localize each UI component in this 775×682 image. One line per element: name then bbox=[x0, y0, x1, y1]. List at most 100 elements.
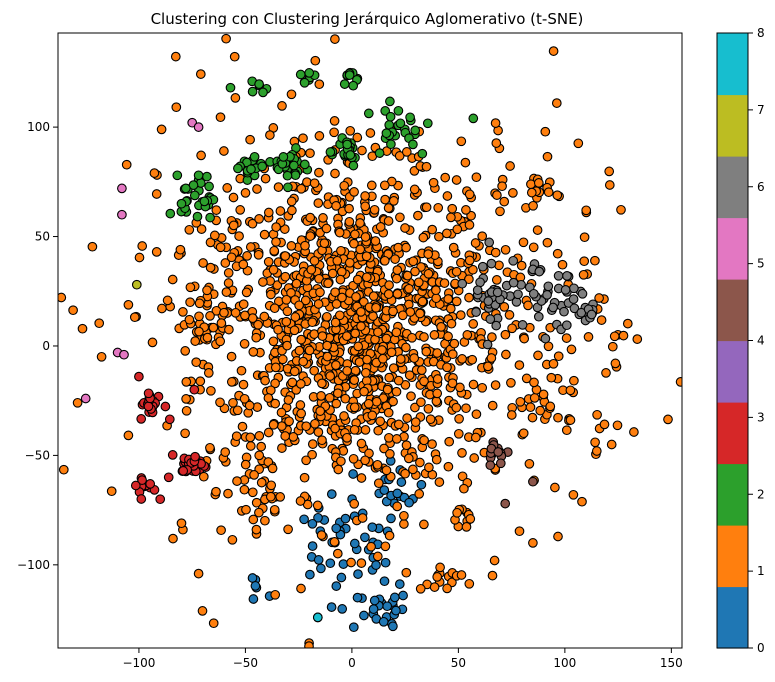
data-point bbox=[317, 435, 327, 446]
data-point bbox=[295, 496, 306, 506]
data-point bbox=[395, 212, 405, 223]
data-point bbox=[389, 592, 400, 603]
data-point bbox=[548, 302, 558, 313]
data-point bbox=[205, 237, 216, 248]
data-point bbox=[258, 277, 268, 287]
data-point bbox=[330, 168, 340, 179]
data-point bbox=[359, 610, 369, 621]
data-point bbox=[185, 297, 195, 308]
data-point bbox=[239, 393, 250, 404]
data-point bbox=[130, 480, 141, 491]
data-point bbox=[406, 391, 416, 402]
data-point bbox=[215, 397, 225, 408]
data-point bbox=[490, 247, 501, 258]
data-point bbox=[348, 622, 359, 633]
data-point bbox=[194, 311, 204, 322]
data-point bbox=[616, 204, 626, 215]
data-point bbox=[421, 346, 432, 357]
data-point bbox=[331, 299, 342, 309]
data-point bbox=[332, 388, 343, 399]
data-point bbox=[348, 160, 359, 171]
data-point bbox=[399, 510, 409, 521]
data-point bbox=[251, 332, 262, 343]
data-point bbox=[386, 513, 396, 524]
data-point bbox=[345, 125, 356, 136]
colorbar-segment bbox=[717, 340, 748, 403]
data-point bbox=[431, 454, 442, 465]
data-point bbox=[273, 182, 284, 192]
data-point bbox=[305, 148, 315, 159]
colorbar-segment bbox=[717, 586, 748, 649]
data-point bbox=[561, 333, 572, 343]
data-point bbox=[339, 180, 350, 191]
data-point bbox=[180, 346, 191, 356]
data-point bbox=[336, 572, 347, 583]
data-point bbox=[331, 201, 341, 211]
data-point bbox=[220, 258, 231, 268]
data-point bbox=[334, 310, 345, 321]
cluster-6 bbox=[80, 117, 204, 404]
data-point bbox=[295, 379, 306, 389]
data-point bbox=[342, 139, 353, 150]
data-point bbox=[322, 311, 332, 322]
data-point bbox=[180, 428, 190, 439]
data-point bbox=[360, 201, 371, 212]
colorbar-tick-label: 4 bbox=[757, 334, 765, 348]
data-point bbox=[268, 264, 279, 275]
data-point bbox=[336, 456, 346, 467]
data-point bbox=[263, 207, 274, 218]
data-point bbox=[392, 488, 403, 499]
data-point bbox=[388, 306, 398, 317]
data-point bbox=[298, 133, 308, 144]
data-point bbox=[313, 198, 324, 208]
data-point bbox=[428, 177, 439, 188]
data-point bbox=[348, 453, 359, 464]
data-point bbox=[553, 531, 563, 542]
data-point bbox=[359, 386, 369, 397]
data-point bbox=[352, 592, 363, 603]
data-point bbox=[184, 314, 195, 325]
data-point bbox=[245, 432, 256, 443]
data-point bbox=[232, 476, 242, 486]
data-point bbox=[568, 294, 579, 304]
data-point bbox=[604, 166, 615, 177]
data-point bbox=[226, 351, 237, 362]
data-point bbox=[388, 363, 399, 373]
data-point bbox=[495, 206, 505, 217]
colorbar-segment bbox=[717, 33, 748, 96]
data-point bbox=[299, 514, 309, 525]
data-point bbox=[372, 459, 383, 470]
data-point bbox=[205, 262, 216, 273]
data-point bbox=[464, 292, 474, 303]
data-point bbox=[350, 229, 360, 240]
data-point bbox=[431, 285, 441, 296]
data-point bbox=[316, 530, 327, 540]
data-point bbox=[204, 181, 214, 192]
colorbar-tick-label: 8 bbox=[757, 26, 765, 40]
data-point bbox=[323, 278, 333, 289]
data-point bbox=[427, 439, 437, 449]
data-point bbox=[296, 583, 306, 594]
data-point bbox=[629, 427, 639, 437]
data-point bbox=[379, 576, 390, 587]
data-point bbox=[265, 491, 276, 502]
data-point bbox=[230, 93, 241, 103]
data-point bbox=[419, 435, 429, 446]
data-point bbox=[349, 402, 360, 413]
data-point bbox=[379, 180, 390, 191]
data-point bbox=[202, 332, 213, 343]
data-point bbox=[123, 430, 134, 441]
data-point bbox=[237, 421, 248, 432]
data-point bbox=[581, 205, 592, 216]
data-point bbox=[121, 159, 132, 170]
data-point bbox=[256, 477, 267, 488]
data-point bbox=[495, 458, 506, 469]
data-point bbox=[360, 425, 371, 435]
data-point bbox=[490, 380, 501, 390]
data-point bbox=[151, 189, 162, 199]
colorbar-segment bbox=[717, 217, 748, 280]
data-point bbox=[401, 147, 412, 157]
data-point bbox=[176, 198, 187, 209]
data-point bbox=[164, 414, 175, 425]
data-point bbox=[330, 287, 340, 298]
